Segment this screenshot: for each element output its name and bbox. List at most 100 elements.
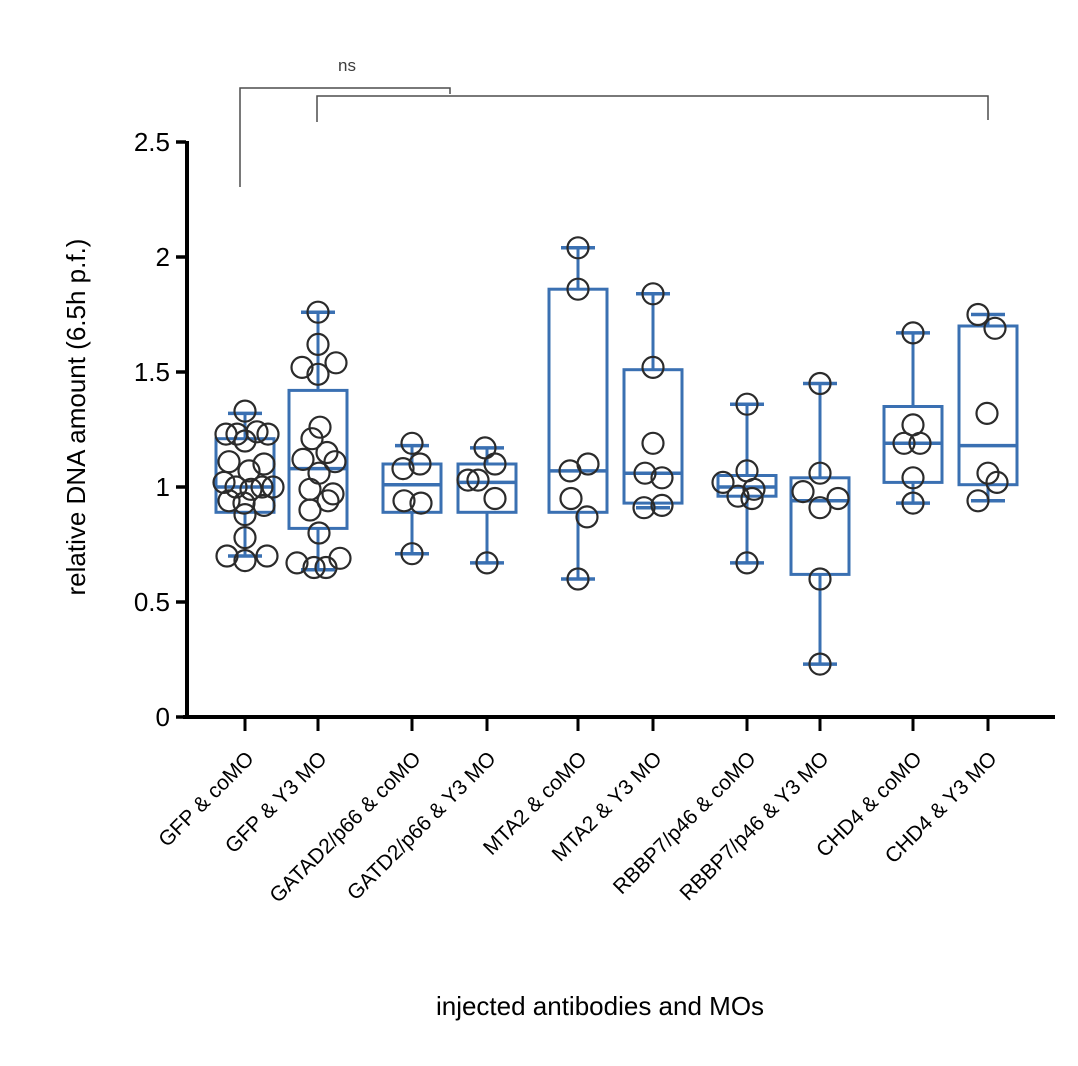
data-point xyxy=(808,371,832,396)
y-tick-label: 0 xyxy=(156,702,170,732)
data-point xyxy=(307,521,331,545)
data-point xyxy=(735,551,759,575)
data-point xyxy=(985,470,1009,494)
data-point xyxy=(892,431,916,455)
data-point xyxy=(711,470,735,494)
data-point xyxy=(237,459,261,483)
data-point xyxy=(633,461,657,485)
x-category-label: GATAD2/p66 & coMO xyxy=(265,747,425,907)
x-category-label: RBBP7/p46 & Y3 MO xyxy=(676,747,834,905)
data-point xyxy=(256,422,280,446)
data-point xyxy=(466,468,490,492)
data-point xyxy=(215,544,239,568)
data-point xyxy=(641,431,665,455)
data-point xyxy=(966,489,990,513)
y-tick-label: 1 xyxy=(156,472,170,502)
data-point xyxy=(306,300,330,324)
data-point xyxy=(324,351,348,375)
data-point xyxy=(306,332,330,356)
data-point xyxy=(901,491,925,515)
data-point xyxy=(302,555,326,580)
data-point xyxy=(233,502,257,527)
significance-bracket xyxy=(239,87,451,187)
data-point xyxy=(740,486,764,511)
data-point xyxy=(250,475,274,499)
data-point xyxy=(217,450,241,474)
data-point xyxy=(315,440,339,465)
data-point xyxy=(966,302,990,327)
data-point xyxy=(808,461,832,485)
data-point xyxy=(323,450,347,474)
box xyxy=(957,324,1019,487)
data-point xyxy=(566,277,590,301)
data-point xyxy=(233,548,257,573)
y-tick-label: 0.5 xyxy=(134,587,170,617)
data-point xyxy=(261,475,285,499)
data-point xyxy=(791,480,815,504)
x-category-label: GATD2/p66 & Y3 MO xyxy=(343,747,501,905)
data-point xyxy=(307,461,331,485)
data-point xyxy=(475,551,499,575)
data-point xyxy=(285,551,309,575)
box xyxy=(456,462,518,514)
data-point xyxy=(808,652,832,676)
data-point xyxy=(908,431,932,455)
data-point xyxy=(901,321,925,345)
data-point xyxy=(245,420,269,444)
data-point xyxy=(252,493,276,517)
data-point xyxy=(306,362,330,386)
data-point xyxy=(233,525,257,550)
data-point xyxy=(641,355,665,379)
ns-annotation: ns xyxy=(338,56,356,75)
data-point xyxy=(826,486,850,511)
data-point xyxy=(975,401,999,425)
data-point xyxy=(558,459,582,483)
y-tick-label: 2.5 xyxy=(134,127,170,157)
data-point xyxy=(483,452,507,476)
data-point xyxy=(316,489,340,513)
data-point xyxy=(409,491,433,515)
data-point xyxy=(901,466,925,490)
data-point xyxy=(650,466,674,490)
data-point xyxy=(252,452,276,476)
data-point xyxy=(255,544,279,568)
data-point xyxy=(456,468,480,492)
data-point xyxy=(735,392,759,416)
data-point xyxy=(650,493,674,517)
x-axis-title: injected antibodies and MOs xyxy=(435,991,765,1021)
box xyxy=(287,388,349,530)
data-point xyxy=(559,486,583,511)
data-point xyxy=(483,486,507,511)
data-point xyxy=(321,482,345,506)
data-point xyxy=(400,542,424,566)
data-point xyxy=(290,355,314,379)
significance-bracket xyxy=(316,95,989,122)
data-point xyxy=(233,399,257,423)
data-point xyxy=(566,567,590,591)
data-point xyxy=(300,427,324,451)
data-point xyxy=(212,470,236,494)
data-point xyxy=(291,447,315,471)
y-axis-title: relative DNA amount (6.5h p.f.) xyxy=(61,238,91,596)
data-point xyxy=(808,496,832,520)
data-point xyxy=(575,505,599,529)
data-point xyxy=(391,457,415,481)
data-point xyxy=(233,429,257,453)
data-point xyxy=(400,431,424,455)
data-point xyxy=(217,489,241,513)
data-point xyxy=(392,489,416,513)
data-point xyxy=(328,546,352,570)
data-point xyxy=(726,484,750,508)
data-point xyxy=(632,496,656,520)
data-point xyxy=(298,498,322,522)
data-point xyxy=(808,567,832,591)
data-point xyxy=(239,477,263,501)
data-point xyxy=(976,461,1000,485)
y-tick-label: 2 xyxy=(156,242,170,272)
data-point xyxy=(742,477,766,501)
box xyxy=(789,476,851,576)
data-point xyxy=(408,452,432,476)
y-tick-label: 1.5 xyxy=(134,357,170,387)
